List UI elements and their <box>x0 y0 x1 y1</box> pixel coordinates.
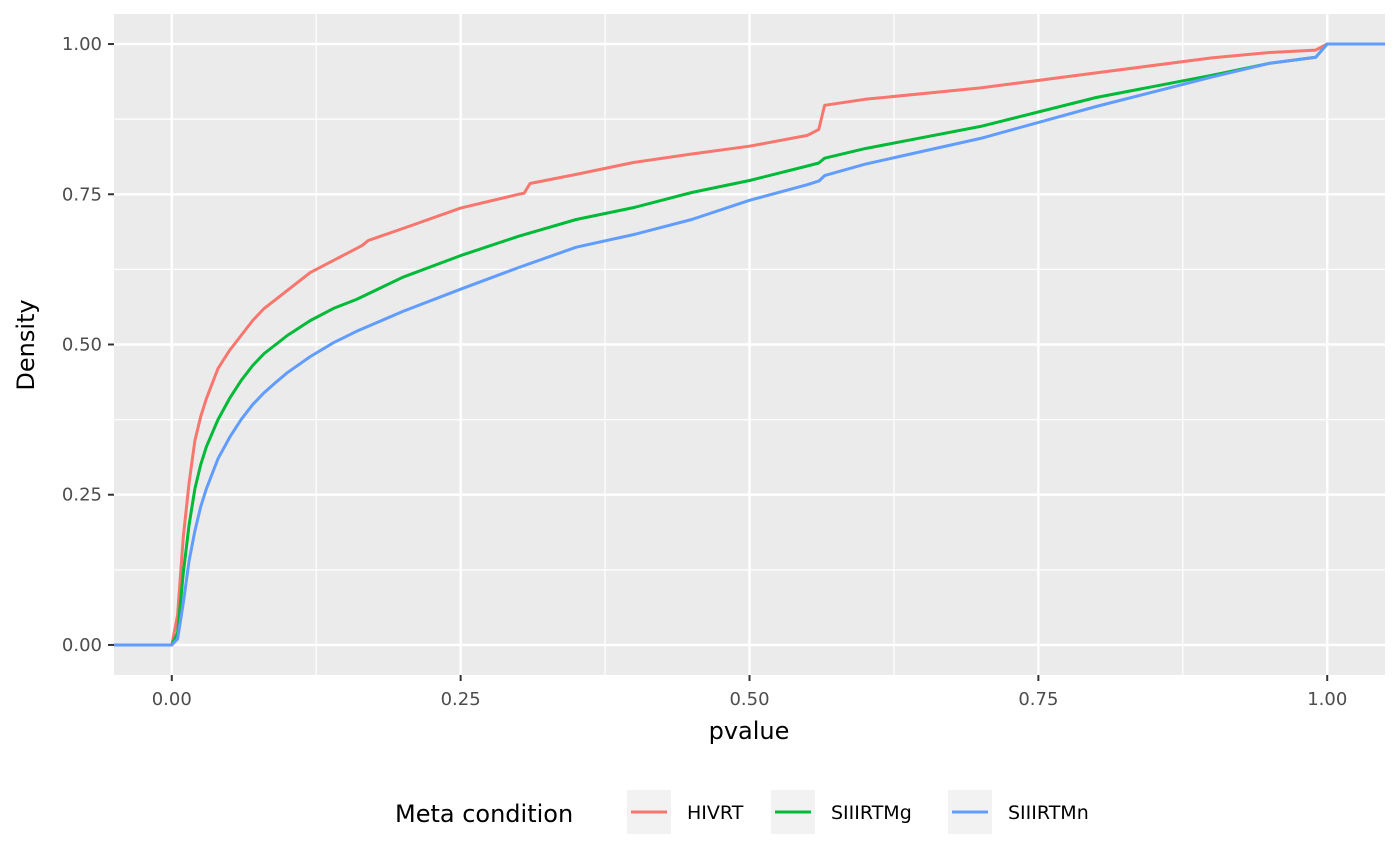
legend-item-siiirtmg: SIIIRTMg <box>771 790 912 834</box>
legend: Meta condition HIVRT SIIIRTMg SIIIRTMn <box>395 790 1089 834</box>
x-tick-label: 0.50 <box>729 689 769 710</box>
y-tick-label: 1.00 <box>62 34 102 55</box>
legend-label-hivrt: HIVRT <box>687 802 744 824</box>
y-tick-label: 0.75 <box>62 184 102 205</box>
y-tick-label: 0.25 <box>62 485 102 506</box>
x-tick-label: 0.75 <box>1018 689 1058 710</box>
series-lines <box>114 42 1385 647</box>
y-axis-title: Density <box>12 299 40 390</box>
legend-title: Meta condition <box>395 800 573 828</box>
y-axis: 0.00 0.25 0.50 0.75 1.00 <box>62 34 114 656</box>
series-line-hivrt <box>114 42 1385 647</box>
legend-item-siiirtmn: SIIIRTMn <box>948 790 1089 834</box>
major-gridlines <box>114 14 1385 675</box>
series-line-siiirtmg <box>114 42 1385 647</box>
legend-item-hivrt: HIVRT <box>627 790 744 834</box>
series-line-siiirtmn <box>114 42 1385 647</box>
legend-label-siiirtmn: SIIIRTMn <box>1008 802 1089 824</box>
legend-label-siiirtmg: SIIIRTMg <box>831 802 912 824</box>
x-axis-title: pvalue <box>709 717 790 745</box>
y-tick-label: 0.00 <box>62 635 102 656</box>
x-axis: 0.00 0.25 0.50 0.75 1.00 <box>152 675 1347 710</box>
x-tick-label: 0.00 <box>152 689 192 710</box>
x-tick-label: 1.00 <box>1307 689 1347 710</box>
x-tick-label: 0.25 <box>441 689 481 710</box>
y-tick-label: 0.50 <box>62 335 102 356</box>
